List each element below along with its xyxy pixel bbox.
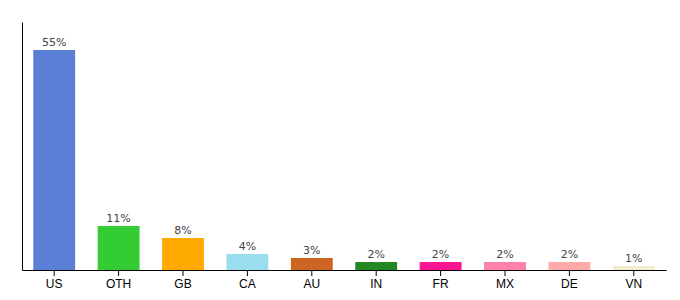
data-label: 2% [496, 248, 513, 261]
x-tick-mark [54, 270, 55, 276]
x-tick: DE [561, 270, 578, 291]
x-tick: US [46, 270, 63, 291]
bars [33, 50, 654, 270]
x-tick-label: IN [370, 277, 382, 291]
data-label: 2% [561, 248, 578, 261]
x-tick-mark [376, 270, 377, 276]
data-label: 8% [174, 224, 191, 237]
data-label: 4% [239, 240, 256, 253]
x-tick-label: GB [174, 277, 191, 291]
x-tick-mark [569, 270, 570, 276]
bar [420, 262, 462, 270]
bar [355, 262, 397, 270]
x-tick: GB [174, 270, 191, 291]
bar [98, 226, 140, 270]
data-label: 2% [432, 248, 449, 261]
x-tick: FR [433, 270, 449, 291]
chart: US OTH GB CA AU IN FR MX DE VN 55% 11% 8% 4% 3% 2% 2% 2% 2… [0, 0, 680, 300]
x-tick: CA [239, 270, 256, 291]
y-axis-line [22, 23, 23, 271]
x-tick-label: DE [561, 277, 578, 291]
bar [162, 238, 204, 270]
x-tick: MX [496, 270, 514, 291]
bar [291, 258, 333, 270]
data-label: 3% [303, 244, 320, 257]
data-label: 11% [106, 212, 130, 225]
x-tick-label: CA [239, 277, 256, 291]
x-tick-mark [311, 270, 312, 276]
bar [613, 266, 655, 270]
x-tick-mark [633, 270, 634, 276]
x-axis: US OTH GB CA AU IN FR MX DE VN [23, 270, 667, 291]
bar [33, 50, 75, 270]
plot: US OTH GB CA AU IN FR MX DE VN 55% 11% 8% 4% 3% 2% 2% 2% 2… [23, 23, 667, 291]
x-tick-label: AU [303, 277, 320, 291]
x-tick-mark [183, 270, 184, 276]
bar [226, 254, 268, 270]
bar [548, 262, 590, 270]
x-tick: IN [370, 270, 382, 291]
x-tick-mark [247, 270, 248, 276]
x-tick-mark [118, 270, 119, 276]
x-tick-label: OTH [106, 277, 131, 291]
x-tick-label: VN [625, 277, 642, 291]
data-labels: 55% 11% 8% 4% 3% 2% 2% 2% 2% 1% [42, 36, 643, 265]
x-tick: OTH [106, 270, 131, 291]
x-tick-label: MX [496, 277, 514, 291]
data-label: 2% [367, 248, 384, 261]
bar [484, 262, 526, 270]
x-tick-label: US [46, 277, 63, 291]
data-label: 1% [625, 252, 642, 265]
x-tick: VN [625, 270, 642, 291]
x-tick-mark [505, 270, 506, 276]
x-tick-mark [440, 270, 441, 276]
x-tick-label: FR [433, 277, 449, 291]
x-tick: AU [303, 270, 320, 291]
data-label: 55% [42, 36, 66, 49]
y-axis [22, 23, 23, 271]
